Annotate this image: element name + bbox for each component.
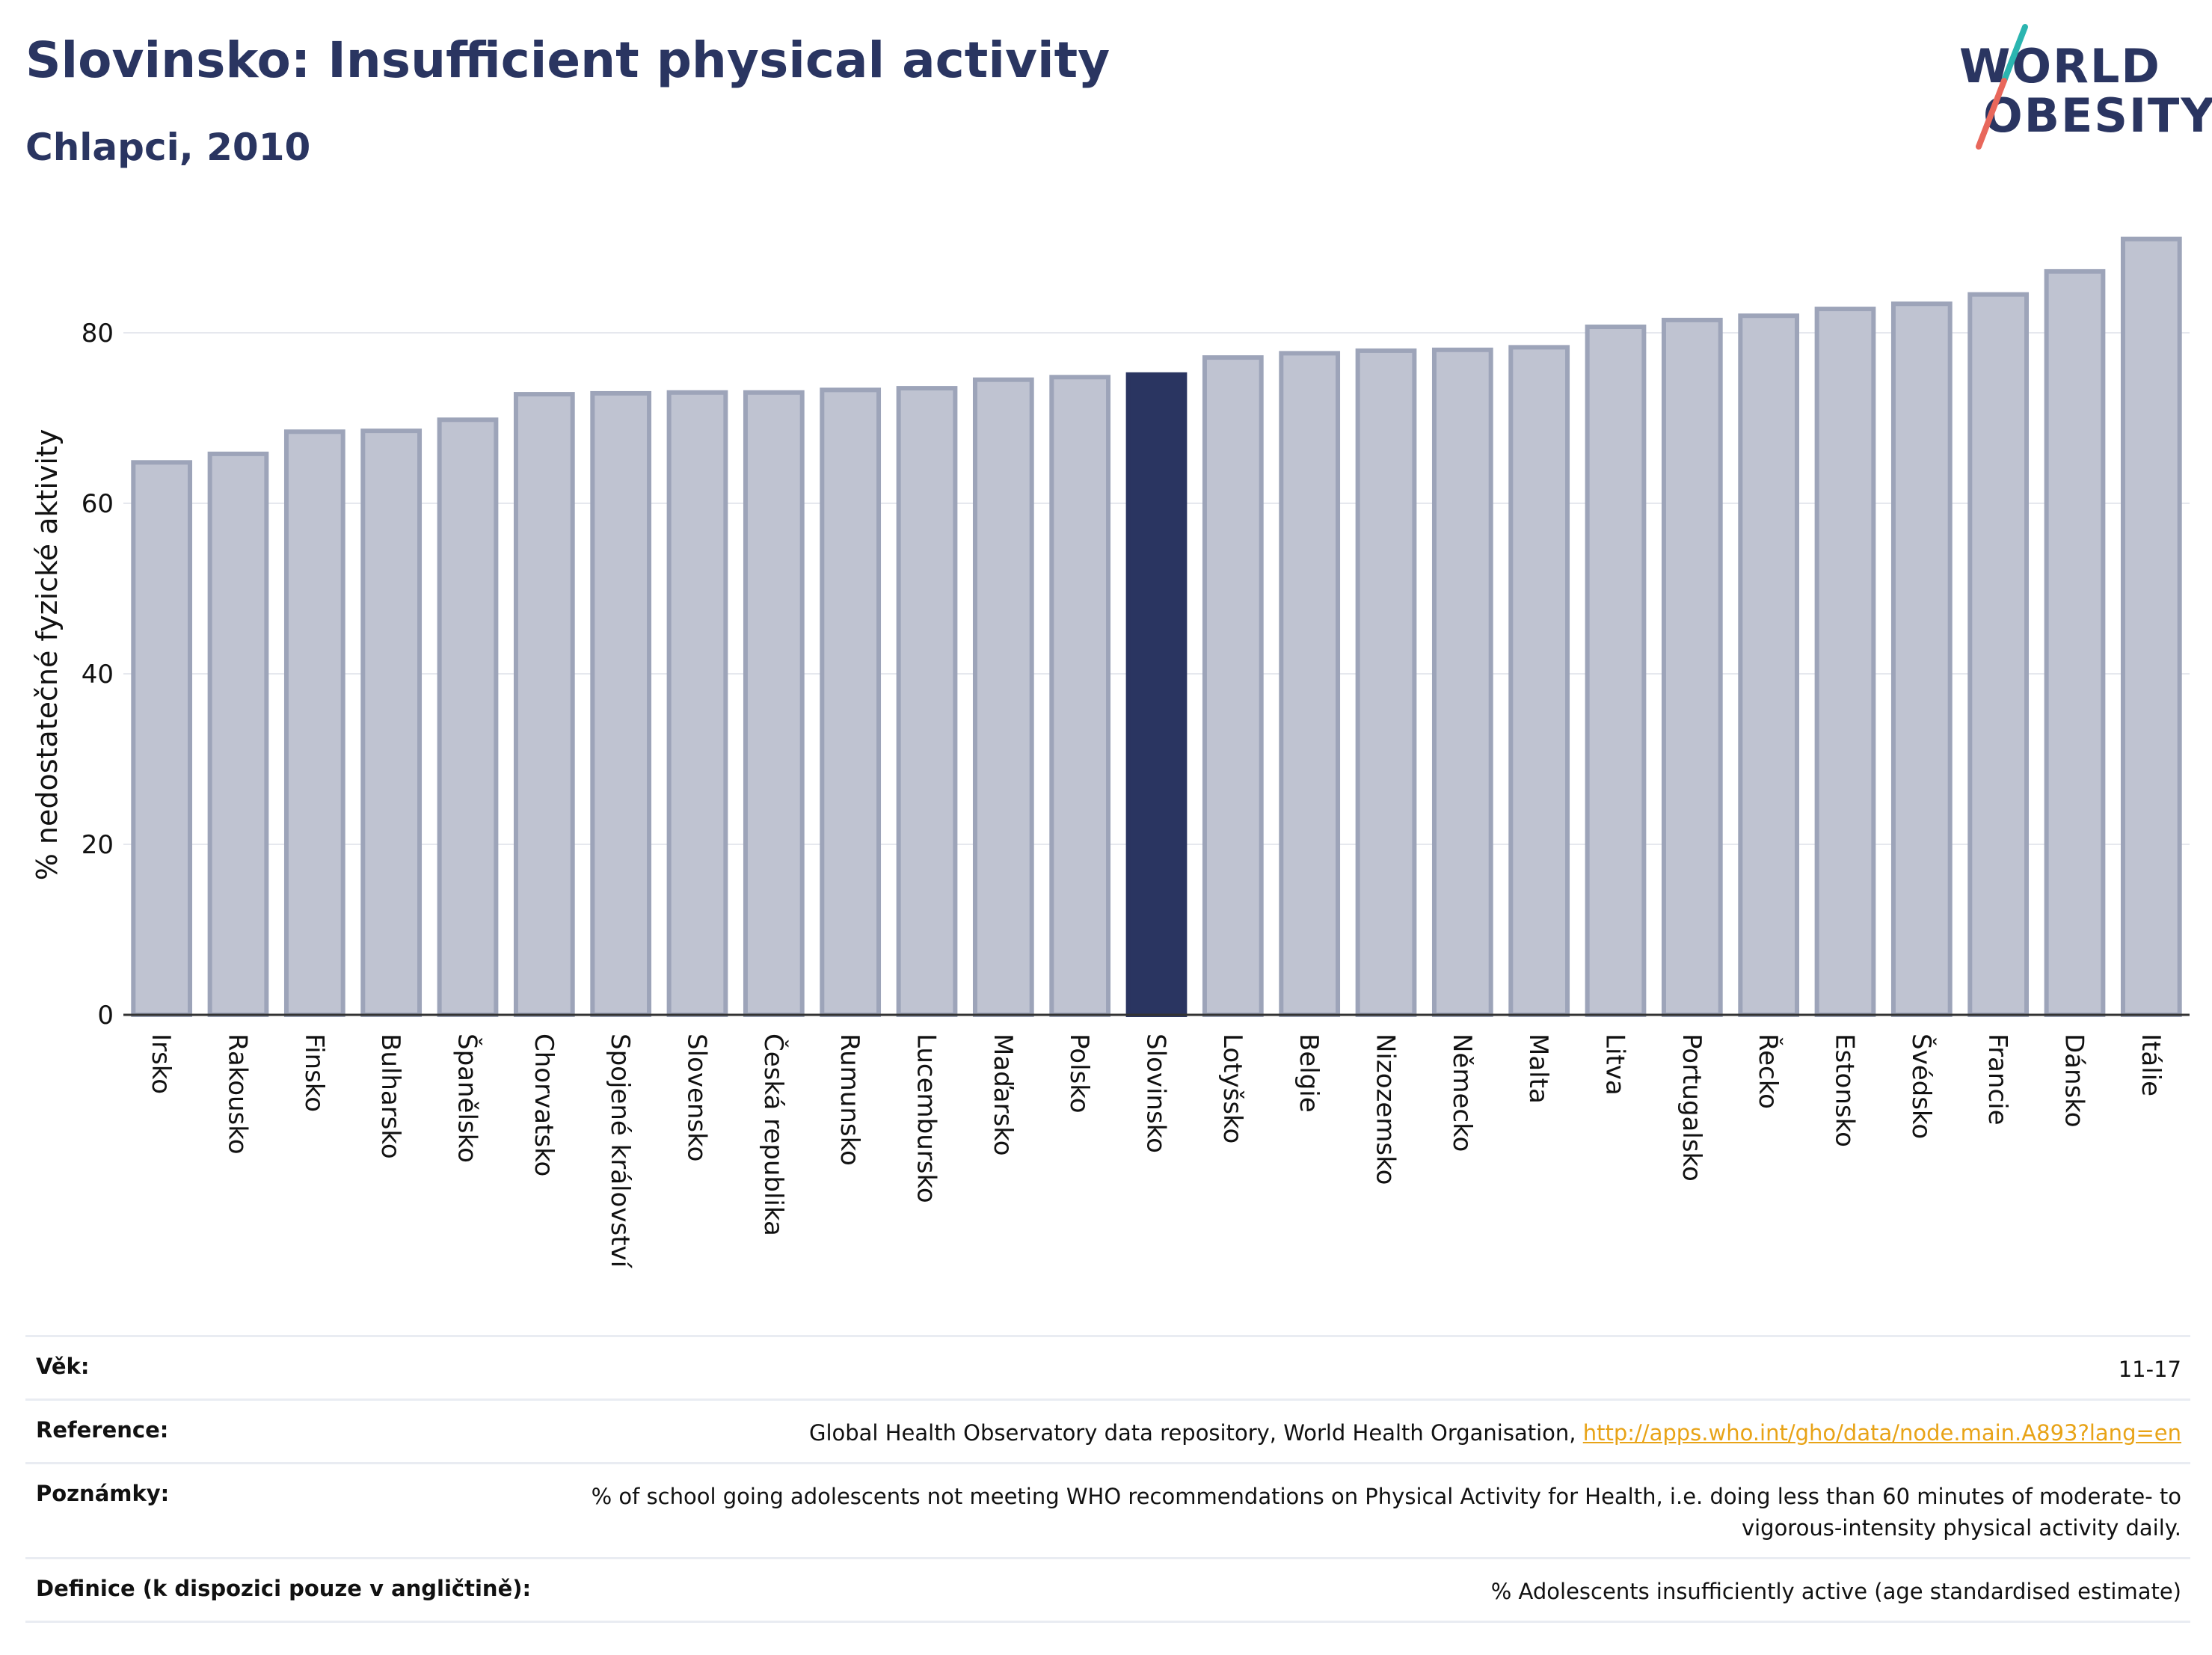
x-tick-label: Rumunsko <box>835 1034 864 1166</box>
bar[interactable] <box>1738 313 1800 1017</box>
x-tick-label: Česká republika <box>758 1034 789 1236</box>
y-axis-title: % nedostatečné fyzické aktivity <box>31 429 64 881</box>
bar[interactable] <box>896 386 958 1017</box>
bars <box>131 236 2182 1018</box>
bar[interactable] <box>590 390 652 1017</box>
y-tick-label: 40 <box>82 660 114 690</box>
x-tick-label: Řecko <box>1753 1034 1784 1109</box>
y-tick-label: 60 <box>82 489 114 519</box>
bar[interactable] <box>1967 292 2030 1017</box>
bar[interactable] <box>1431 347 1493 1017</box>
bar[interactable] <box>1125 372 1188 1017</box>
notes-label: Poznámky: <box>36 1481 170 1507</box>
y-tick-label: 80 <box>82 319 114 348</box>
metadata-table: Věk: 11-17 Reference: Global Health Obse… <box>25 1335 2190 1624</box>
x-tick-label: Slovinsko <box>1141 1034 1171 1153</box>
reference-link[interactable]: http://apps.who.int/gho/data/node.main.A… <box>1582 1420 2181 1446</box>
x-tick-label: Portugalsko <box>1677 1034 1706 1182</box>
chart-title: Slovinsko: Insufficient physical activit… <box>25 31 1110 89</box>
x-tick-label: Lucembursko <box>912 1034 941 1203</box>
logo-slash-icon <box>1976 24 2028 150</box>
bar[interactable] <box>1355 348 1417 1017</box>
bar[interactable] <box>513 392 575 1017</box>
bar[interactable] <box>2044 268 2106 1018</box>
definition-label: Definice (k dispozici pouze v angličtině… <box>36 1576 532 1602</box>
x-tick-label: Spojené království <box>605 1034 635 1269</box>
chart-subtitle: Chlapci, 2010 <box>25 126 311 169</box>
x-tick-label: Španělsko <box>452 1034 483 1163</box>
reference-label: Reference: <box>36 1417 169 1443</box>
y-tick-label: 20 <box>82 830 114 860</box>
bar[interactable] <box>1279 351 1341 1017</box>
bar[interactable] <box>820 387 882 1017</box>
meta-row-notes: Poznámky: % of school going adolescents … <box>25 1462 2190 1557</box>
bar[interactable] <box>437 417 499 1017</box>
bar[interactable] <box>283 429 345 1017</box>
bar[interactable] <box>131 460 193 1017</box>
reference-value: Global Health Observatory data repositor… <box>809 1417 2181 1449</box>
age-value: 11-17 <box>2118 1357 2181 1382</box>
x-tick-label: Dánsko <box>2059 1034 2089 1128</box>
x-tick-label: Nizozemsko <box>1371 1034 1401 1185</box>
bar[interactable] <box>1661 317 1723 1017</box>
x-tick-label: Slovensko <box>682 1034 712 1161</box>
x-tick-label: Německo <box>1447 1034 1477 1152</box>
notes-value: % of school going adolescents not meetin… <box>591 1484 2181 1541</box>
bar[interactable] <box>743 390 805 1017</box>
bar[interactable] <box>1202 355 1264 1017</box>
x-tick-label: Malta <box>1523 1034 1553 1104</box>
bar[interactable] <box>666 390 728 1017</box>
world-obesity-logo: WORLD OBESITY <box>1944 21 2212 156</box>
y-tick-label: 0 <box>97 1001 114 1031</box>
x-tick-label: Maďarsko <box>988 1034 1018 1156</box>
y-axis-ticks: 0 20 40 60 80 <box>82 319 114 1031</box>
bar[interactable] <box>360 429 423 1017</box>
x-axis-labels: Irsko Rakousko Finsko Bulharsko Španělsko Cho… <box>146 1034 2166 1269</box>
x-tick-label: Finsko <box>299 1034 329 1112</box>
logo-word-obesity: OBESITY <box>1983 88 2212 143</box>
bar[interactable] <box>207 451 269 1017</box>
bar[interactable] <box>2120 236 2182 1018</box>
x-tick-label: Francie <box>1982 1034 2012 1126</box>
bar[interactable] <box>1890 301 1953 1017</box>
x-tick-label: Lotyšsko <box>1217 1034 1247 1143</box>
bar[interactable] <box>1814 307 1876 1017</box>
x-tick-label: Chorvatsko <box>529 1034 559 1176</box>
x-tick-label: Švédsko <box>1906 1034 1937 1139</box>
bar[interactable] <box>1049 375 1111 1017</box>
bar-chart: 0 20 40 60 80 Irsko Rakousko Finsko Bulharsko Šp… <box>31 236 2190 1269</box>
bar[interactable] <box>1585 325 1647 1017</box>
x-tick-label: Polsko <box>1064 1034 1094 1114</box>
x-tick-label: Rakousko <box>223 1034 253 1155</box>
x-tick-label: Bulharsko <box>375 1034 405 1159</box>
age-label: Věk: <box>36 1354 90 1379</box>
x-tick-label: Irsko <box>146 1034 176 1094</box>
meta-row-reference: Reference: Global Health Observatory dat… <box>25 1398 2190 1462</box>
definition-value: % Adolescents insufficiently active (age… <box>1490 1579 2181 1605</box>
meta-row-definition: Definice (k dispozici pouze v angličtině… <box>25 1557 2190 1624</box>
x-tick-label: Estonsko <box>1830 1034 1860 1147</box>
x-tick-label: Itálie <box>2136 1034 2166 1096</box>
logo-word-world: WORLD <box>1959 39 2161 93</box>
bar[interactable] <box>1508 345 1570 1017</box>
meta-row-age: Věk: 11-17 <box>25 1335 2190 1398</box>
bar[interactable] <box>972 377 1034 1017</box>
reference-text: Global Health Observatory data repositor… <box>808 1420 1583 1446</box>
x-tick-label: Belgie <box>1294 1034 1324 1113</box>
x-tick-label: Litva <box>1600 1034 1630 1096</box>
